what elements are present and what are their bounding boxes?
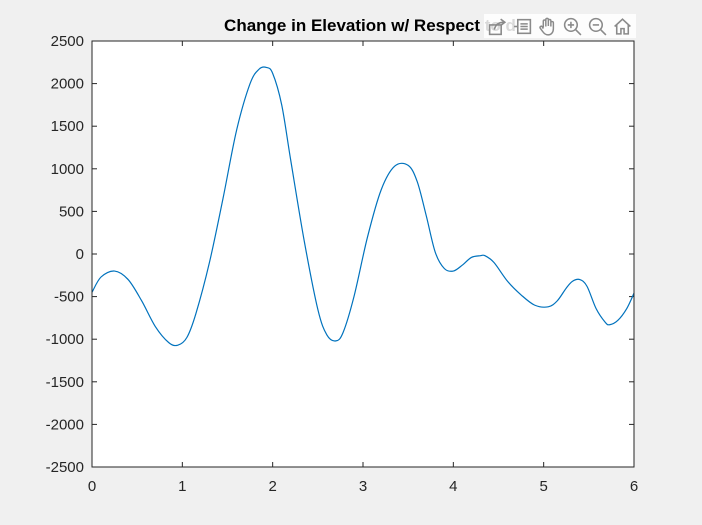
x-tick-label: 4 <box>449 478 457 495</box>
y-tick-label: -1500 <box>46 374 84 391</box>
x-tick-label: 2 <box>268 478 276 495</box>
x-tick-label: 0 <box>88 478 96 495</box>
home-icon <box>614 17 631 35</box>
export-button[interactable] <box>486 15 509 38</box>
y-tick-label: 2500 <box>51 33 84 50</box>
pan-hand-icon <box>539 17 555 36</box>
chart-title: Change in Elevation w/ Respect to d <box>224 16 516 35</box>
brush-button[interactable] <box>511 15 534 38</box>
y-axis-ticks: 2500 2000 1500 1000 500 0 -500 -1000 -1500 -2000 -… <box>46 33 634 476</box>
export-icon <box>488 18 507 35</box>
zoom-in-icon <box>563 17 582 35</box>
y-tick-label: -1000 <box>46 331 84 348</box>
x-tick-label: 6 <box>630 478 638 495</box>
axes-toolbar <box>484 14 636 38</box>
zoom-out-icon <box>588 17 607 35</box>
y-tick-label: -2000 <box>46 416 84 433</box>
zoom-out-button[interactable] <box>586 15 609 38</box>
y-tick-label: -2500 <box>46 459 84 476</box>
elevation-series-line <box>91 66 635 347</box>
x-tick-label: 3 <box>359 478 367 495</box>
y-tick-label: 1500 <box>51 118 84 135</box>
home-button[interactable] <box>611 15 634 38</box>
pan-button[interactable] <box>536 15 559 38</box>
y-tick-label: 500 <box>59 203 84 220</box>
x-tick-label: 5 <box>539 478 547 495</box>
x-tick-label: 1 <box>178 478 186 495</box>
axes-box <box>91 40 635 468</box>
zoom-in-button[interactable] <box>561 15 584 38</box>
brush-icon <box>514 18 532 34</box>
y-tick-label: -500 <box>54 289 84 306</box>
y-tick-label: 0 <box>76 246 84 263</box>
x-axis-ticks: 0 1 2 3 4 5 6 <box>88 41 638 495</box>
y-tick-label: 2000 <box>51 76 84 93</box>
y-tick-label: 1000 <box>51 161 84 178</box>
